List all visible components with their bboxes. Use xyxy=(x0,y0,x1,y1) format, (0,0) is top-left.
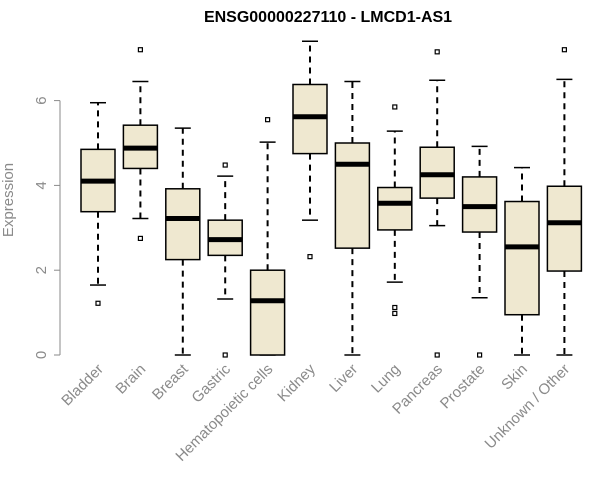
box-lung xyxy=(377,104,413,317)
iqr-box xyxy=(546,185,583,272)
y-tick-label: 2 xyxy=(33,266,50,274)
boxes-group xyxy=(80,40,583,358)
outlier-point xyxy=(434,49,440,55)
outlier-point xyxy=(137,235,143,241)
iqr-box xyxy=(377,186,413,231)
y-axis: 0 2 4 6 xyxy=(33,96,61,359)
outlier-point xyxy=(222,352,228,358)
box-skin xyxy=(504,166,540,356)
iqr-box xyxy=(165,188,201,261)
x-tick-label: Prostate xyxy=(437,361,489,413)
y-tick-label: 0 xyxy=(33,351,50,359)
box-bladder xyxy=(80,101,116,306)
x-tick-label: Kidney xyxy=(274,360,319,405)
y-tick-label: 4 xyxy=(33,181,50,189)
box-brain xyxy=(122,47,159,241)
chart-title: ENSG00000227110 - LMCD1-AS1 xyxy=(204,9,452,26)
box-hematopoietic-cells xyxy=(249,117,286,356)
iqr-box xyxy=(504,200,540,316)
outlier-point xyxy=(95,300,101,306)
outlier-point xyxy=(137,47,143,53)
outlier-point xyxy=(392,310,398,317)
x-tick-label: Liver xyxy=(326,361,361,396)
outlier-point xyxy=(265,117,271,123)
outlier-point xyxy=(307,254,313,260)
outlier-point xyxy=(477,352,483,358)
outlier-point xyxy=(392,104,398,110)
box-kidney xyxy=(292,40,328,260)
y-axis-label: Expression xyxy=(0,163,17,237)
box-unknown-other xyxy=(546,47,583,356)
outlier-point xyxy=(222,162,228,168)
box-pancreas xyxy=(419,49,455,358)
box-gastric xyxy=(207,162,243,358)
iqr-box xyxy=(334,142,371,249)
outlier-point xyxy=(392,304,398,311)
x-tick-label: Bladder xyxy=(58,361,107,410)
outlier-point xyxy=(434,352,440,358)
x-tick-label: Brain xyxy=(112,361,149,398)
box-prostate xyxy=(461,145,498,358)
outlier-point xyxy=(561,47,568,53)
y-tick-label: 6 xyxy=(33,96,50,104)
x-tick-label: Skin xyxy=(498,361,531,394)
iqr-box xyxy=(249,269,286,356)
x-tick-label: Lung xyxy=(368,361,404,397)
box-liver xyxy=(334,80,371,356)
box-breast xyxy=(165,127,201,356)
x-tick-label: Breast xyxy=(149,360,192,403)
